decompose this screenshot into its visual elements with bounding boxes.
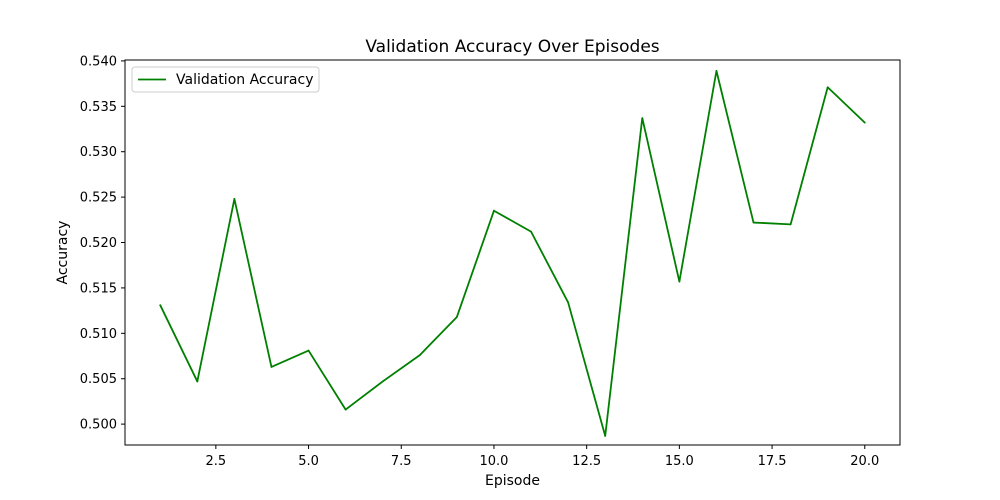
series-line-validation-accuracy	[159, 70, 866, 437]
x-tick-label: 12.5	[572, 454, 601, 469]
x-tick-label: 20.0	[850, 454, 879, 469]
chart-title: Validation Accuracy Over Episodes	[365, 37, 659, 57]
data-point	[455, 316, 458, 318]
y-axis-ticks: 0.500 0.505 0.510 0.515 0.520 0.525 0.530 0.535…	[80, 54, 125, 433]
data-point	[567, 301, 570, 304]
data-point	[233, 198, 236, 200]
x-axis-title: Episode	[485, 473, 540, 489]
data-point	[196, 380, 199, 383]
plot-frame	[124, 59, 901, 446]
series-layer	[159, 69, 866, 437]
y-axis-title: Accuracy	[55, 221, 71, 285]
x-tick-label: 15.0	[665, 454, 694, 469]
x-tick-label: 7.5	[391, 454, 412, 469]
data-point	[159, 304, 162, 307]
legend-label: Validation Accuracy	[176, 72, 314, 88]
y-tick-label: 0.525	[80, 191, 117, 206]
data-point	[418, 354, 421, 357]
y-tick-label: 0.520	[80, 236, 117, 251]
legend: Validation Accuracy	[131, 66, 320, 93]
data-point	[752, 221, 755, 224]
data-point	[493, 209, 495, 212]
x-axis-ticks: 2.5 5.0 7.5 10.0 12.5 15.0 17.5 20.0	[206, 445, 879, 469]
data-point	[789, 223, 792, 226]
x-tick-label: 17.5	[758, 454, 787, 469]
data-point	[863, 121, 866, 124]
data-point	[381, 380, 384, 383]
x-tick-label: 5.0	[298, 454, 319, 469]
legend-box	[131, 66, 320, 93]
data-point	[307, 349, 310, 352]
x-tick-label: 10.0	[479, 454, 508, 469]
y-tick-label: 0.500	[80, 418, 117, 433]
y-tick-label: 0.530	[80, 145, 117, 160]
data-point	[678, 280, 681, 283]
data-point	[826, 86, 829, 89]
data-point	[270, 366, 273, 368]
y-tick-label: 0.515	[80, 281, 117, 296]
x-tick-label: 2.5	[206, 454, 227, 469]
y-tick-label: 0.535	[80, 100, 117, 115]
data-point	[530, 230, 532, 233]
data-point	[641, 117, 644, 120]
data-point	[715, 69, 718, 72]
y-tick-label: 0.505	[80, 372, 117, 387]
plot-area	[125, 60, 900, 445]
data-point	[604, 435, 607, 437]
data-point	[344, 408, 347, 411]
y-tick-label: 0.540	[80, 54, 117, 69]
y-tick-label: 0.510	[80, 327, 117, 342]
